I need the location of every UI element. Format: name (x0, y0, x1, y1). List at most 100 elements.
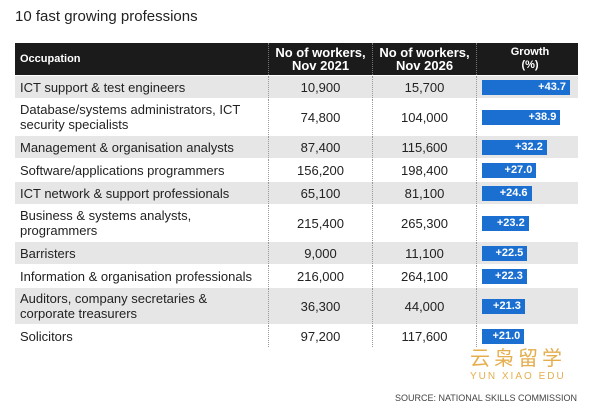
growth-label: +23.2 (496, 217, 525, 229)
growth: +23.2 (476, 205, 578, 241)
occupation: Business & systems analysts, programmers (15, 205, 268, 241)
workers-2021: 74,800 (268, 99, 372, 135)
workers-2026: 198,400 (372, 159, 476, 181)
workers-text: 36,300 (300, 298, 341, 314)
header-cell: Growth (%) (476, 43, 578, 75)
workers-2026: 265,300 (372, 205, 476, 241)
workers-text: 74,800 (300, 109, 341, 125)
workers-text: 117,600 (401, 328, 448, 344)
growth-bar: +24.6 (482, 185, 532, 201)
growth-bar: +32.2 (482, 139, 547, 155)
workers-2026: 15,700 (372, 76, 476, 98)
workers-text: 87,400 (300, 139, 341, 155)
header-label: Occupation (20, 52, 81, 65)
workers-2021: 36,300 (268, 288, 372, 324)
workers-text: 156,200 (297, 162, 344, 178)
growth: +27.0 (476, 159, 578, 181)
watermark-title: 云枭留学 (470, 348, 566, 370)
header-cell: No of workers, Nov 2026 (372, 43, 476, 75)
growth: +22.3 (476, 265, 578, 287)
growth-label: +38.9 (528, 111, 557, 123)
growth-bar: +22.5 (482, 245, 528, 261)
workers-text: 15,700 (404, 79, 445, 95)
occupation-text: Database/systems administrators, ICT sec… (20, 102, 241, 132)
workers-2021: 215,400 (268, 205, 372, 241)
workers-text: 10,900 (300, 79, 341, 95)
growth: +38.9 (476, 99, 578, 135)
workers-2021: 216,000 (268, 265, 372, 287)
title: 10 fast growing professions (15, 8, 198, 25)
growth-bar: +43.7 (482, 79, 570, 95)
growth-label: +21.0 (492, 330, 521, 342)
occupation: Barristers (15, 242, 268, 264)
growth-bar: +21.3 (482, 298, 525, 314)
growth-label: +24.6 (499, 187, 528, 199)
header-label: No of workers, Nov 2026 (379, 45, 470, 73)
occupation-text: Auditors, company secretaries & corporat… (20, 291, 208, 321)
table-row: Software/applications programmers 156,200… (15, 159, 578, 181)
workers-2021: 9,000 (268, 242, 372, 264)
workers-text: 104,000 (401, 109, 448, 125)
workers-2021: 156,200 (268, 159, 372, 181)
watermark-subtitle: YUN XIAO EDU (470, 371, 566, 382)
workers-text: 44,000 (404, 298, 445, 314)
growth: +24.6 (476, 182, 578, 204)
workers-2026: 264,100 (372, 265, 476, 287)
workers-text: 65,100 (300, 185, 341, 201)
header-cell: No of workers, Nov 2021 (268, 43, 372, 75)
header-cell: Occupation (15, 43, 268, 75)
growth: +21.0 (476, 325, 578, 347)
workers-2026: 117,600 (372, 325, 476, 347)
workers-text: 11,100 (405, 245, 444, 261)
workers-2026: 104,000 (372, 99, 476, 135)
workers-2021: 10,900 (268, 76, 372, 98)
workers-2026: 115,600 (372, 136, 476, 158)
growth-label: +32.2 (514, 141, 543, 153)
occupation-text: ICT network & support professionals (20, 185, 230, 201)
table-row: ICT support & test engineers 10,900 15,700… (15, 76, 578, 98)
growth-label: +27.0 (504, 164, 533, 176)
growth-bar: +38.9 (482, 109, 561, 125)
occupation-text: Software/applications programmers (20, 162, 225, 178)
growth-bar: +21.0 (482, 328, 525, 344)
workers-2021: 87,400 (268, 136, 372, 158)
table-row: Barristers 9,000 11,100 +22.5 (15, 242, 578, 264)
workers-text: 198,400 (401, 162, 448, 178)
workers-text: 81,100 (404, 185, 445, 201)
growth-label: +21.3 (493, 300, 521, 312)
growth-label: +22.5 (495, 247, 524, 259)
workers-2026: 44,000 (372, 288, 476, 324)
workers-2021: 65,100 (268, 182, 372, 204)
table-row: ICT network & support professionals 65,10… (15, 182, 578, 204)
workers-text: 115,600 (401, 139, 448, 155)
growth-label: +22.3 (495, 270, 523, 282)
growth: +32.2 (476, 136, 578, 158)
growth-bar: +27.0 (482, 162, 537, 178)
workers-2021: 97,200 (268, 325, 372, 347)
table: Occupation No of workers, Nov 2021 No of w… (15, 43, 578, 347)
occupation: ICT support & test engineers (15, 76, 268, 98)
growth-bar: +22.3 (482, 268, 527, 284)
workers-text: 97,200 (300, 328, 341, 344)
occupation: Auditors, company secretaries & corporat… (15, 288, 268, 324)
workers-2026: 81,100 (372, 182, 476, 204)
growth: +21.3 (476, 288, 578, 324)
header-label: Growth (%) (510, 46, 550, 71)
table-row: Management & organisation analysts 87,400… (15, 136, 578, 158)
occupation: ICT network & support professionals (15, 182, 268, 204)
source: SOURCE: NATIONAL SKILLS COMMISSION (394, 393, 577, 403)
header-row: Occupation No of workers, Nov 2021 No of w… (15, 43, 578, 75)
workers-text: 9,000 (304, 245, 337, 261)
table-row: Information & organisation professionals… (15, 265, 578, 287)
watermark: 云枭留学 YUN XIAO EDU (470, 342, 566, 382)
table-row: Database/systems administrators, ICT sec… (15, 99, 578, 135)
growth: +43.7 (476, 76, 578, 98)
growth: +22.5 (476, 242, 578, 264)
workers-text: 265,300 (401, 215, 448, 231)
occupation-text: Management & organisation analysts (20, 139, 234, 155)
occupation-text: ICT support & test engineers (20, 79, 186, 95)
growth-label: +43.7 (538, 81, 566, 93)
occupation: Database/systems administrators, ICT sec… (15, 99, 268, 135)
occupation-text: Barristers (20, 245, 76, 261)
